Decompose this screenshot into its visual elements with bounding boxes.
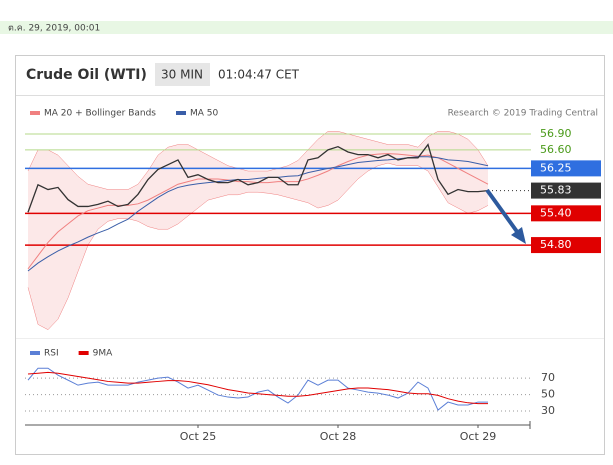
bollinger-band <box>438 131 448 203</box>
level-label: 55.40 <box>540 206 572 219</box>
bollinger-band <box>128 184 138 222</box>
chart-layer: 56.90 56.60 56.25 55.83 55.40 54.80 MA 20 + Bo… <box>25 109 601 443</box>
forecast-arrow <box>485 188 520 235</box>
bollinger-band <box>368 139 378 172</box>
interval-box <box>155 63 210 86</box>
bollinger-band <box>298 149 308 203</box>
level-label: 56.60 <box>540 143 572 156</box>
bollinger-band <box>308 139 318 209</box>
bollinger-band <box>348 133 358 190</box>
bollinger-band <box>118 189 128 219</box>
level-badge <box>531 182 601 199</box>
bollinger-band <box>448 131 458 209</box>
bollinger-band <box>458 133 468 214</box>
date-strip <box>0 21 613 34</box>
instrument: Crude Oil (WTI) <box>26 67 147 83</box>
bollinger-band <box>58 155 68 320</box>
price-line <box>27 143 489 213</box>
band-lower <box>27 162 489 331</box>
interval: 30 MIN <box>161 68 203 82</box>
bollinger-band <box>208 155 218 201</box>
series-line <box>27 367 488 411</box>
level-badge <box>531 205 601 222</box>
x-tick-label: Oct 25 <box>180 430 217 443</box>
level-label: 56.90 <box>540 127 572 140</box>
legend-label: MA 50 <box>190 109 219 119</box>
bollinger-band <box>248 171 258 193</box>
y-tick-label: 30 <box>541 404 555 417</box>
level-badge <box>531 160 601 177</box>
bollinger-band <box>268 168 278 195</box>
level-label: 55.83 <box>540 184 572 197</box>
y-tick-label: 70 <box>541 371 555 384</box>
bollinger-band <box>158 147 168 230</box>
x-tick-label: Oct 28 <box>320 430 357 443</box>
bollinger-band <box>218 160 228 198</box>
bollinger-band <box>258 171 268 194</box>
legend-swatch <box>176 111 186 115</box>
date-line: ต.ค. 29, 2019, 00:01 <box>8 24 100 34</box>
legend-swatch <box>30 111 40 115</box>
level-badge <box>531 237 601 254</box>
y-tick-label: 50 <box>541 388 555 401</box>
level-label: 54.80 <box>540 238 572 251</box>
forecast-arrowhead <box>511 227 526 244</box>
x-tick-label: Oct 29 <box>460 430 497 443</box>
legend-swatch <box>78 351 89 355</box>
bollinger-band <box>288 160 298 201</box>
legend-label: RSI <box>44 349 59 359</box>
level-label: 56.25 <box>540 161 572 174</box>
bollinger-band <box>88 184 98 246</box>
bollinger-band <box>68 165 78 298</box>
bollinger-band <box>78 176 88 272</box>
bollinger-band <box>98 186 108 230</box>
bollinger-band <box>48 149 58 330</box>
legend-label: 9MA <box>93 349 113 359</box>
bollinger-band <box>418 136 428 172</box>
source: Research © 2019 Trading Central <box>448 109 598 119</box>
legend-swatch <box>30 351 40 355</box>
band-upper <box>27 131 489 190</box>
bollinger-band <box>38 149 48 330</box>
bollinger-band <box>148 155 158 230</box>
legend-label: MA 20 + Bollinger Bands <box>44 109 156 119</box>
series-line <box>27 371 488 405</box>
panel <box>15 55 605 455</box>
time: 01:04:47 CET <box>218 68 300 82</box>
